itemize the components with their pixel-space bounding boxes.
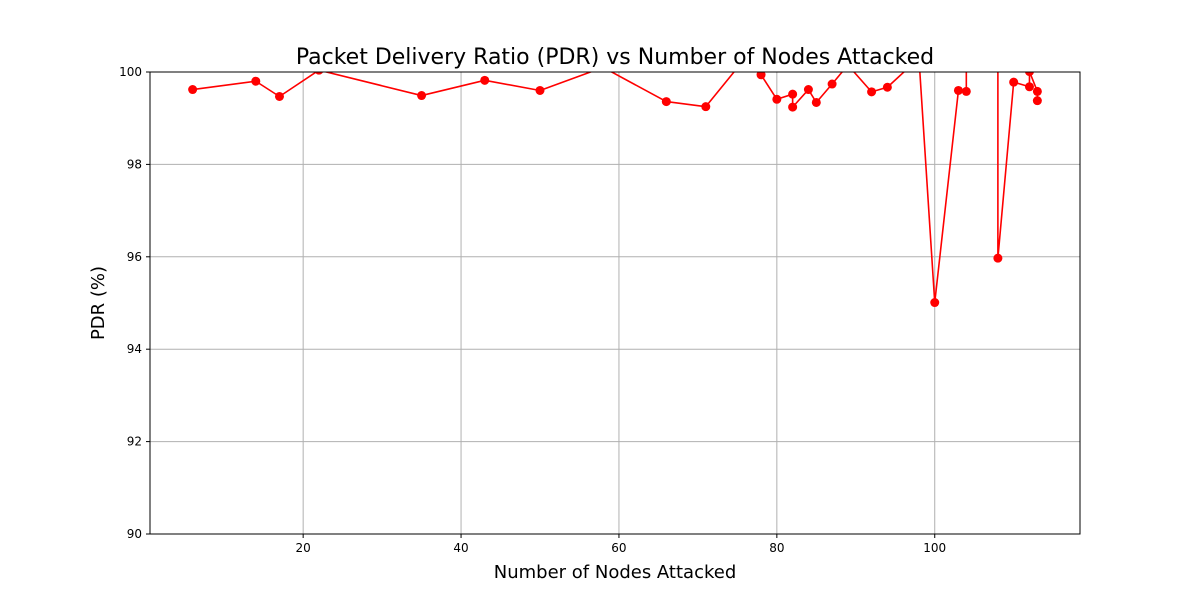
data-point — [961, 86, 971, 96]
data-point — [1024, 82, 1034, 92]
data-point — [274, 91, 284, 101]
data-point — [701, 102, 711, 112]
chart-title: Packet Delivery Ratio (PDR) vs Number of… — [296, 45, 934, 70]
axis-ticks: 20 40 60 80 100 90 92 94 96 98 100 — [119, 65, 946, 555]
data-point — [661, 97, 671, 107]
data-point — [827, 79, 837, 89]
data-point — [417, 91, 427, 101]
y-axis-label: PDR (%) — [88, 266, 109, 340]
data-point — [930, 298, 940, 308]
data-point — [188, 85, 198, 95]
data-point — [788, 89, 798, 99]
data-point — [788, 102, 798, 112]
data-point — [882, 82, 892, 92]
x-tick-label: 40 — [453, 541, 468, 555]
data-point — [962, 54, 971, 63]
data-point — [535, 85, 545, 95]
plot-background — [150, 72, 1080, 534]
data-point — [993, 253, 1003, 263]
data-point — [867, 87, 877, 97]
y-tick-label: 92 — [127, 435, 142, 449]
data-point — [1032, 96, 1042, 106]
data-point — [953, 85, 963, 95]
data-point — [1032, 86, 1042, 96]
data-point — [811, 97, 821, 107]
y-tick-label: 100 — [119, 65, 142, 79]
data-point — [314, 72, 324, 75]
x-axis-label: Number of Nodes Attacked — [494, 562, 737, 583]
data-point — [480, 75, 490, 85]
y-tick-label: 90 — [127, 527, 142, 541]
x-tick-label: 80 — [769, 541, 784, 555]
x-tick-label: 20 — [296, 541, 311, 555]
y-tick-label: 94 — [127, 342, 142, 356]
y-tick-label: 96 — [127, 250, 142, 264]
axes-frame — [149, 71, 1081, 535]
data-point — [993, 54, 1002, 63]
data-point — [772, 94, 782, 104]
x-tick-label: 60 — [611, 541, 626, 555]
x-tick-label: 100 — [923, 541, 946, 555]
data-point — [1009, 77, 1019, 87]
data-point — [1024, 72, 1034, 77]
series-layer — [188, 54, 1042, 308]
data-point — [803, 85, 813, 95]
data-point — [756, 72, 766, 80]
y-tick-label: 98 — [127, 157, 142, 171]
data-point — [251, 76, 261, 86]
